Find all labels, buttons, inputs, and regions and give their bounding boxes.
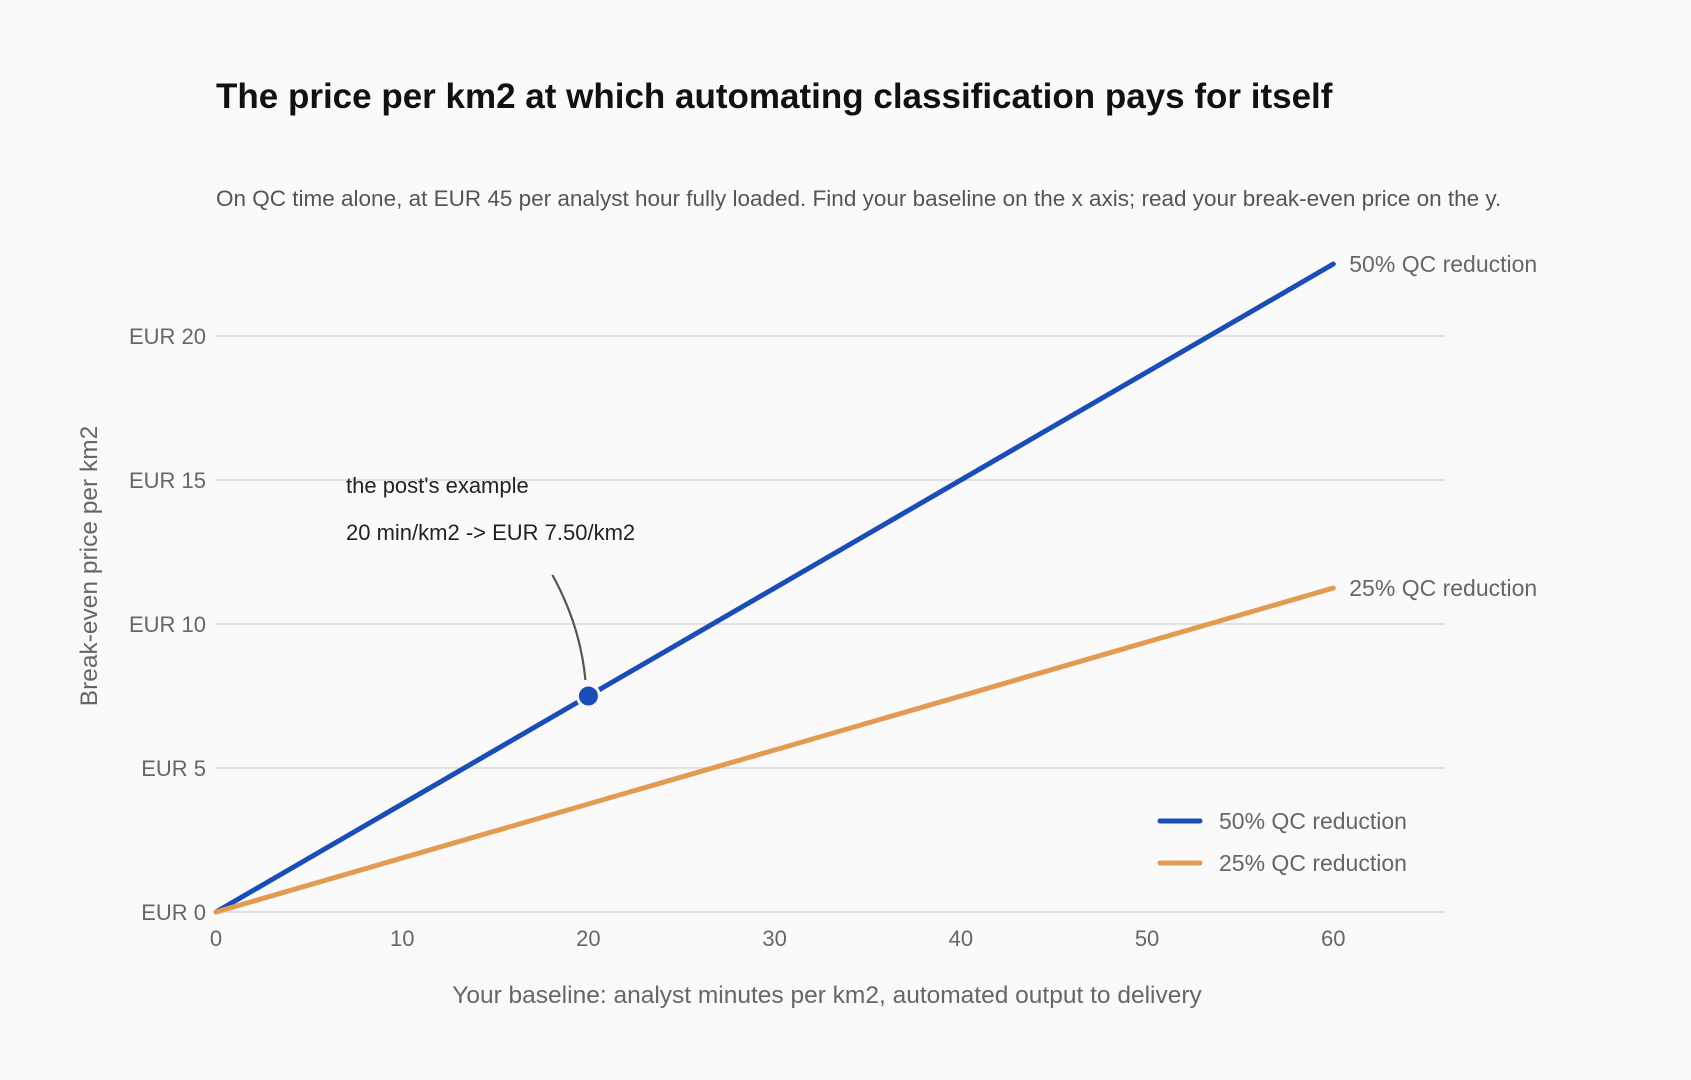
x-tick-label: 60 (1321, 926, 1345, 951)
chart-subtitle: On QC time alone, at EUR 45 per analyst … (216, 186, 1501, 211)
annotation-pointer (551, 574, 587, 681)
grid (216, 334, 1445, 914)
series-end-labels: 50% QC reduction 25% QC reduction (1349, 251, 1537, 601)
annotation-line-2: 20 min/km2 -> EUR 7.50/km2 (346, 520, 635, 545)
annotation-line-1: the post's example (346, 473, 529, 498)
y-tick-label: EUR 15 (129, 468, 206, 493)
series-end-label: 25% QC reduction (1349, 575, 1537, 601)
x-tick-label: 10 (390, 926, 414, 951)
x-axis-label: Your baseline: analyst minutes per km2, … (452, 982, 1202, 1009)
series-line (213, 585, 1336, 915)
highlight-point (575, 683, 601, 709)
y-tick-label: EUR 20 (129, 324, 206, 349)
y-tick-label: EUR 10 (129, 612, 206, 637)
y-axis-ticks: EUR 0 EUR 5 EUR 10 EUR 15 EUR 20 (129, 324, 206, 925)
series-lines (213, 261, 1336, 915)
x-tick-label: 50 (1135, 926, 1159, 951)
x-axis-ticks: 0 10 20 30 40 50 60 (210, 926, 1346, 951)
legend-label: 50% QC reduction (1219, 808, 1407, 834)
series-line (213, 261, 1336, 915)
x-tick-label: 40 (949, 926, 973, 951)
y-tick-label: EUR 0 (141, 900, 206, 925)
series-end-label: 50% QC reduction (1349, 251, 1537, 277)
x-tick-label: 30 (762, 926, 786, 951)
legend: 50% QC reduction 25% QC reduction (1157, 808, 1407, 876)
chart-title: The price per km2 at which automating cl… (216, 77, 1333, 116)
legend-label: 25% QC reduction (1219, 850, 1407, 876)
y-axis-label: Break-even price per km2 (76, 426, 103, 707)
x-tick-label: 20 (576, 926, 600, 951)
y-tick-label: EUR 5 (141, 756, 206, 781)
x-tick-label: 0 (210, 926, 222, 951)
